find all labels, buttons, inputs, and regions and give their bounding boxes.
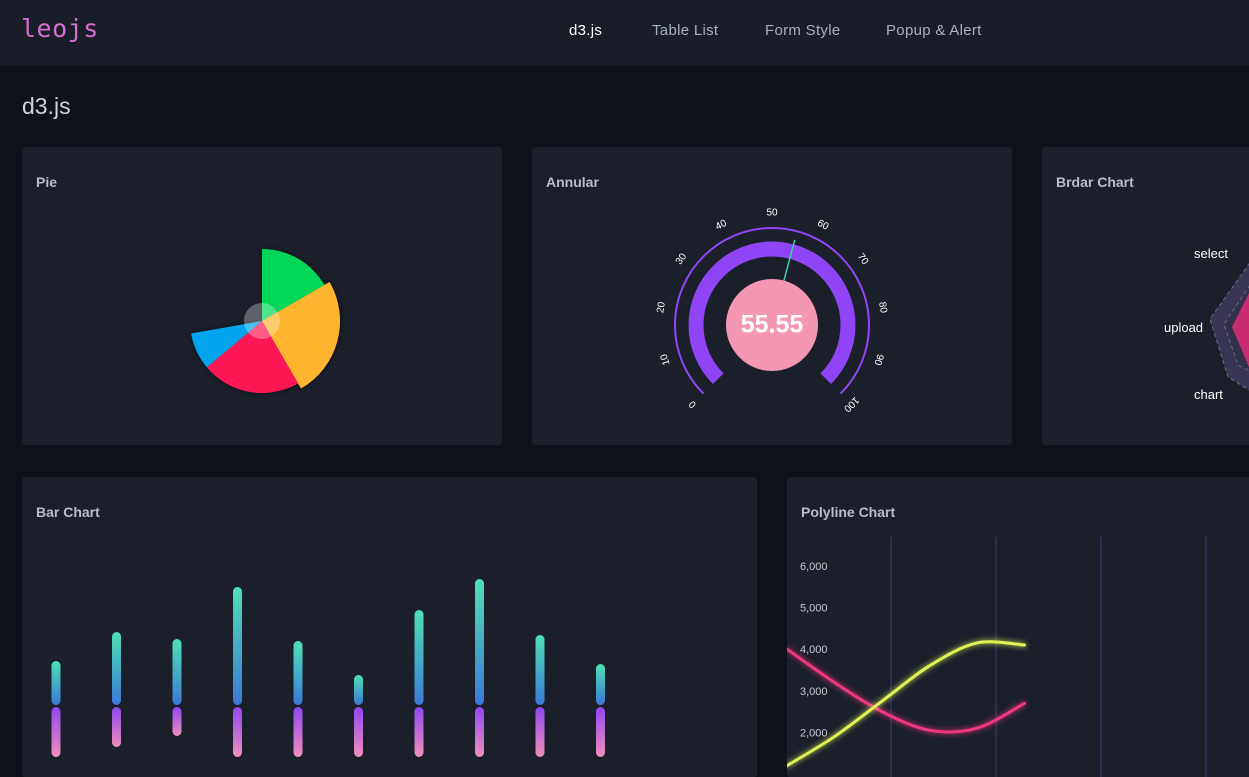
y-tick-label: 4,000 [800,644,828,656]
radar-axis-label: select [1194,246,1228,261]
gauge-tick-label: 30 [674,251,690,267]
nav-form-style[interactable]: Form Style [765,22,841,39]
bar-top [233,587,242,705]
logo[interactable]: leojs [21,14,99,43]
gauge-tick-label: 80 [876,301,889,314]
radar-chart: select upload chart [1164,246,1249,402]
bar-bottom [414,707,424,757]
gauge-tick-label: 100 [841,394,861,414]
gauge-tick-label: 0 [687,398,699,410]
bar-card-title: Bar Chart [36,504,100,520]
bar-top [172,639,182,705]
gauge-outer-ring [674,227,870,395]
pie-center-highlight [244,303,280,339]
gauge-tick-label: 20 [655,301,668,314]
polyline-chart: 6,000 5,000 4,000 3,000 2,000 [787,537,1207,777]
line-series-0 [787,647,1026,734]
bar-top [414,610,424,705]
radar-axis-label: chart [1194,387,1223,402]
bar-bottom [475,707,484,757]
gauge-tick-label: 70 [855,252,871,268]
y-tick-label: 2,000 [800,727,828,739]
bar-bottom [172,707,182,736]
nav-d3js[interactable]: d3.js [569,22,603,39]
pie-slice-1 [262,282,341,389]
y-tick-label: 3,000 [800,686,828,698]
bar-top [354,675,363,705]
bar-bottom [112,707,121,747]
bar-bottom [535,707,545,757]
bar-top [596,664,605,705]
pie-chart [191,249,341,393]
pie-slices [191,249,341,393]
y-tick-label: 5,000 [800,603,828,615]
bar-top [475,579,484,705]
line-series-1 [787,640,1026,768]
page-title: d3.js [22,93,71,119]
bar-top [112,632,121,705]
annular-card-title: Annular [546,174,599,190]
nav-popup-alert[interactable]: Popup & Alert [886,22,982,39]
gauge-tick-label: 50 [766,208,778,219]
y-tick-label: 6,000 [800,561,828,573]
radar-axis-label: upload [1164,320,1203,335]
bar-chart [51,579,605,757]
nav-table-list[interactable]: Table List [652,22,719,39]
bar-top [535,635,545,705]
radar-card: Brdar Chart select upload chart [1042,147,1249,445]
pie-card: Pie [22,147,502,445]
gauge-chart: 0 10 20 30 40 50 60 70 80 90 100 55.55 [655,208,889,415]
annular-card: Annular 0 10 20 30 40 50 60 70 80 90 100 55.55 [532,147,1012,445]
bar-bottom [293,707,303,757]
pie-card-title: Pie [36,174,58,190]
top-navbar: leojs d3.js Table List Form Style Popup … [0,0,1249,66]
bar-card: Bar Chart [22,477,757,777]
polyline-card: Polyline Chart 6,000 5,000 4,000 3,000 2,000 [787,477,1249,777]
gauge-tick-label: 40 [714,218,729,233]
pie-slice-3 [191,321,262,368]
radar-series-area [1232,293,1249,368]
bar-bottom [51,707,61,757]
gauge-tick-label: 90 [871,353,885,367]
bar-top [293,641,303,705]
gauge-tick-label: 10 [659,352,673,366]
bar-bottom [354,707,363,757]
gauge-center [726,279,818,371]
bar-bottom [233,707,242,757]
polyline-card-title: Polyline Chart [801,504,896,520]
gauge-value-label: 55.55 [741,311,804,339]
bar-top [51,661,61,705]
pie-slice-2 [206,321,298,393]
gauge-tick-label: 60 [815,218,830,233]
pie-slice-0 [262,249,325,321]
bar-bottom [596,707,605,757]
gauge-arc [688,241,856,385]
radar-card-title: Brdar Chart [1056,174,1134,190]
